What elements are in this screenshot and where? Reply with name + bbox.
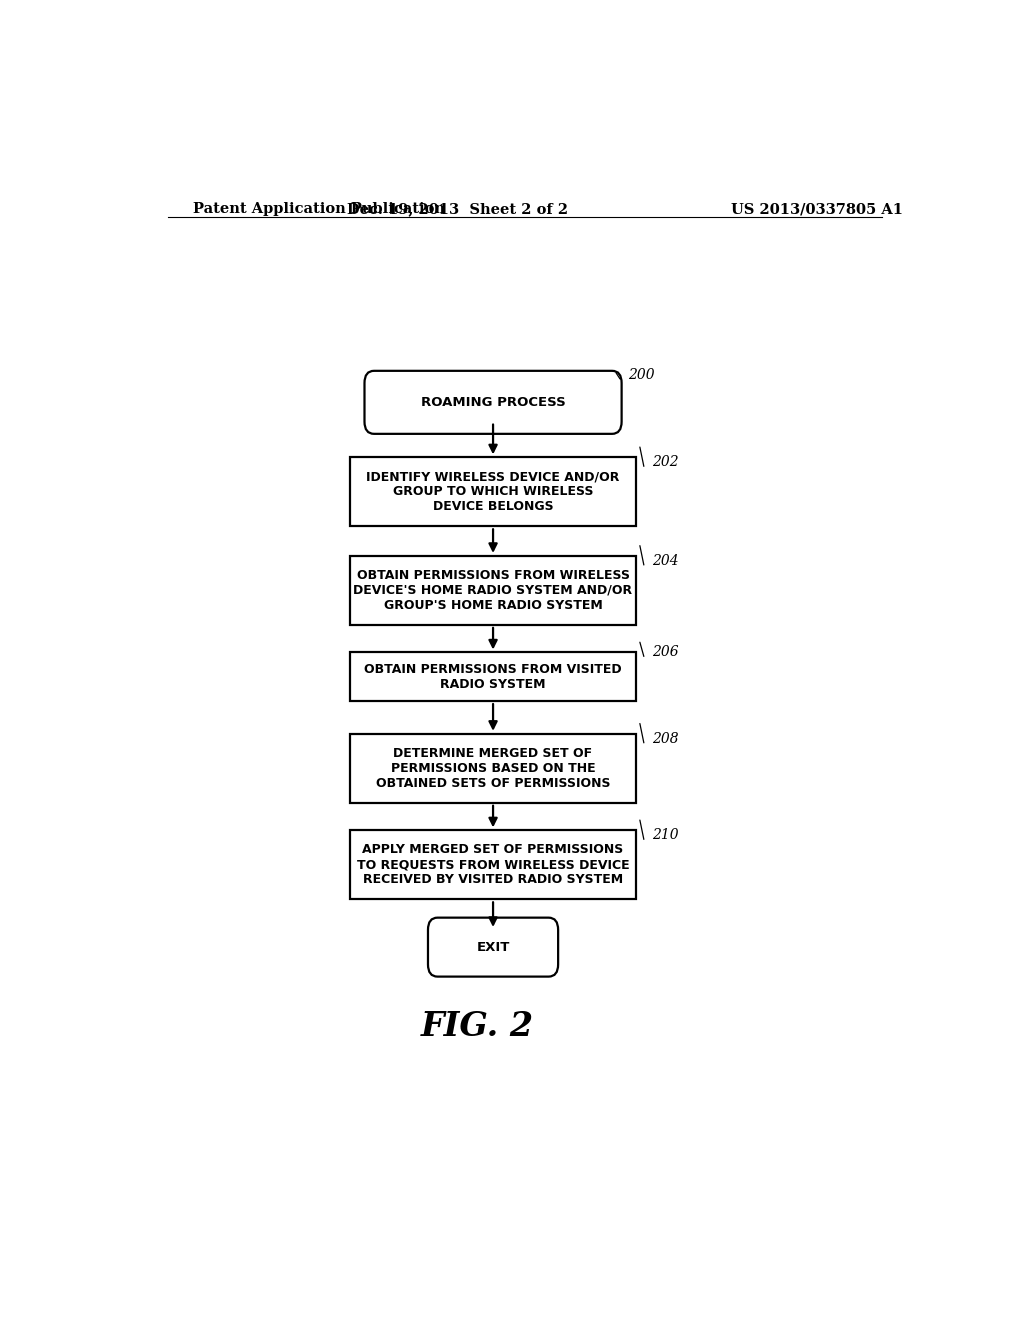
Text: IDENTIFY WIRELESS DEVICE AND/OR
GROUP TO WHICH WIRELESS
DEVICE BELONGS: IDENTIFY WIRELESS DEVICE AND/OR GROUP TO… <box>367 470 620 513</box>
FancyBboxPatch shape <box>365 371 622 434</box>
Text: 204: 204 <box>652 554 679 568</box>
Bar <box>350 830 636 899</box>
Text: FIG. 2: FIG. 2 <box>421 1010 534 1043</box>
Text: 206: 206 <box>652 645 679 660</box>
Text: 202: 202 <box>652 455 679 470</box>
Text: 208: 208 <box>652 731 679 746</box>
Text: OBTAIN PERMISSIONS FROM WIRELESS
DEVICE'S HOME RADIO SYSTEM AND/OR
GROUP'S HOME : OBTAIN PERMISSIONS FROM WIRELESS DEVICE'… <box>353 569 633 612</box>
Text: DETERMINE MERGED SET OF
PERMISSIONS BASED ON THE
OBTAINED SETS OF PERMISSIONS: DETERMINE MERGED SET OF PERMISSIONS BASE… <box>376 747 610 789</box>
Bar <box>350 734 636 803</box>
Text: OBTAIN PERMISSIONS FROM VISITED
RADIO SYSTEM: OBTAIN PERMISSIONS FROM VISITED RADIO SY… <box>365 663 622 690</box>
Bar <box>350 457 636 527</box>
Text: Dec. 19, 2013  Sheet 2 of 2: Dec. 19, 2013 Sheet 2 of 2 <box>347 202 568 216</box>
Text: Patent Application Publication: Patent Application Publication <box>194 202 445 216</box>
Text: US 2013/0337805 A1: US 2013/0337805 A1 <box>731 202 903 216</box>
Bar <box>350 652 636 701</box>
Text: 200: 200 <box>628 368 654 381</box>
FancyBboxPatch shape <box>428 917 558 977</box>
Text: 210: 210 <box>652 829 679 842</box>
Text: ROAMING PROCESS: ROAMING PROCESS <box>421 396 565 409</box>
Text: APPLY MERGED SET OF PERMISSIONS
TO REQUESTS FROM WIRELESS DEVICE
RECEIVED BY VIS: APPLY MERGED SET OF PERMISSIONS TO REQUE… <box>356 843 630 886</box>
Bar <box>350 556 636 624</box>
Text: EXIT: EXIT <box>476 941 510 953</box>
